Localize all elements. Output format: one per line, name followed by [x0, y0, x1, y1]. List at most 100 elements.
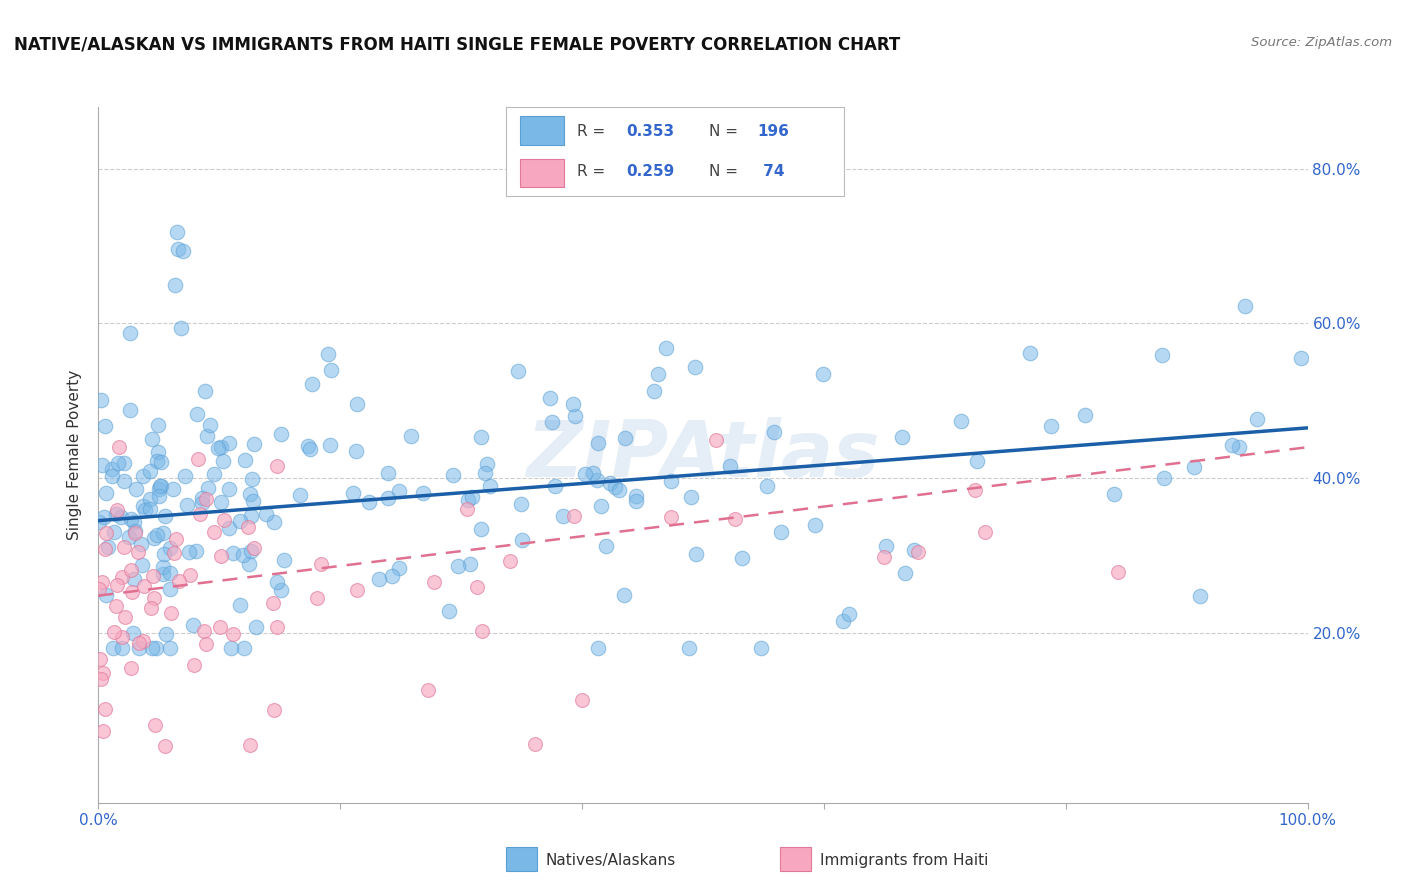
Point [875, 539, 897, 553]
Point [150, 455, 173, 469]
Point [218, 521, 240, 535]
Point [105, 599, 128, 614]
Point [891, 430, 914, 444]
Point [142, 591, 165, 606]
Point [654, 341, 676, 355]
Point [238, 520, 260, 534]
Text: R =: R = [576, 124, 610, 138]
Point [219, 640, 242, 655]
Point [585, 473, 607, 487]
Point [755, 479, 778, 493]
Point [208, 620, 231, 634]
Point [561, 397, 583, 411]
Point [89, 582, 111, 597]
Point [141, 569, 163, 583]
Point [388, 561, 411, 575]
Point [266, 575, 288, 590]
Text: Natives/Alaskans: Natives/Alaskans [546, 854, 676, 868]
Point [166, 225, 188, 239]
Text: Immigrants from Haiti: Immigrants from Haiti [820, 854, 988, 868]
Point [254, 507, 277, 521]
Point [298, 442, 321, 456]
Point [172, 244, 194, 259]
Point [478, 479, 501, 493]
Point [1019, 346, 1042, 360]
Point [538, 391, 561, 405]
Point [197, 481, 219, 495]
Point [111, 570, 134, 584]
Point [832, 614, 855, 628]
Point [301, 377, 323, 392]
Point [681, 490, 703, 504]
Point [647, 367, 669, 381]
Point [139, 502, 162, 516]
Text: 196: 196 [758, 124, 789, 138]
Point [240, 472, 263, 486]
Point [176, 498, 198, 512]
Point [143, 532, 166, 546]
Point [1153, 471, 1175, 485]
Point [706, 433, 728, 447]
Point [97, 540, 120, 554]
Point [129, 537, 152, 551]
Point [381, 569, 404, 583]
Point [346, 397, 368, 411]
Point [1102, 487, 1125, 501]
Point [146, 418, 169, 433]
Point [155, 508, 177, 523]
Point [169, 574, 191, 589]
Point [110, 510, 132, 524]
Point [399, 429, 422, 443]
Point [804, 518, 827, 533]
Point [165, 278, 187, 293]
Point [1152, 348, 1174, 362]
Point [89, 652, 111, 666]
Point [152, 548, 174, 562]
Point [270, 582, 292, 597]
Point [93, 702, 115, 716]
Point [90, 574, 112, 589]
Point [174, 469, 197, 483]
Point [128, 636, 150, 650]
Point [683, 359, 706, 374]
Point [1246, 412, 1268, 426]
Point [179, 568, 201, 582]
Point [499, 554, 522, 568]
Point [131, 558, 153, 572]
Point [377, 467, 399, 481]
Point [245, 620, 267, 634]
Point [141, 432, 163, 446]
Point [239, 487, 262, 501]
Point [91, 666, 114, 681]
Point [148, 489, 170, 503]
Point [134, 503, 156, 517]
Point [273, 553, 295, 567]
Point [159, 606, 181, 620]
Point [624, 489, 647, 503]
Point [1188, 589, 1211, 603]
Point [162, 482, 184, 496]
Point [243, 437, 266, 451]
Point [193, 624, 215, 639]
Point [191, 496, 214, 510]
Point [509, 497, 531, 511]
Point [139, 492, 162, 507]
Bar [520, 159, 564, 187]
Point [120, 563, 142, 577]
Point [591, 499, 613, 513]
Point [238, 558, 260, 572]
Point [218, 435, 240, 450]
Point [599, 476, 621, 491]
Point [544, 479, 567, 493]
Point [122, 572, 145, 586]
Point [159, 641, 181, 656]
Point [1220, 438, 1243, 452]
Point [811, 367, 834, 381]
Point [562, 508, 585, 523]
Point [121, 585, 143, 599]
Point [506, 364, 529, 378]
Point [412, 486, 434, 500]
Point [118, 403, 141, 417]
Point [104, 507, 127, 521]
Point [122, 625, 145, 640]
